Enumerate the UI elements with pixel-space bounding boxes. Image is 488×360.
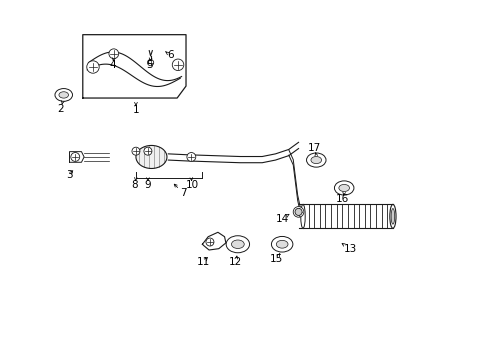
Text: 13: 13 — [343, 244, 356, 254]
Text: 11: 11 — [197, 257, 210, 267]
Circle shape — [71, 153, 80, 161]
Circle shape — [86, 61, 99, 73]
Text: 4: 4 — [109, 60, 116, 70]
Text: 14: 14 — [275, 214, 288, 224]
Text: 5: 5 — [145, 60, 152, 70]
Text: 16: 16 — [336, 194, 349, 204]
Ellipse shape — [300, 204, 305, 228]
Ellipse shape — [310, 157, 321, 163]
Text: 12: 12 — [228, 257, 242, 267]
Circle shape — [186, 153, 195, 161]
Text: 15: 15 — [269, 254, 283, 264]
Circle shape — [147, 59, 153, 66]
Circle shape — [293, 207, 303, 217]
Ellipse shape — [306, 153, 325, 167]
Ellipse shape — [271, 237, 292, 252]
Ellipse shape — [276, 240, 287, 248]
Ellipse shape — [338, 184, 349, 192]
Text: 6: 6 — [166, 50, 173, 60]
Text: 17: 17 — [307, 143, 321, 153]
Circle shape — [172, 59, 183, 71]
Ellipse shape — [231, 240, 244, 248]
Circle shape — [143, 147, 152, 155]
Ellipse shape — [59, 92, 68, 98]
Text: 1: 1 — [132, 105, 139, 115]
Circle shape — [109, 49, 119, 59]
Circle shape — [205, 238, 213, 246]
Text: 3: 3 — [66, 170, 73, 180]
Circle shape — [132, 147, 140, 155]
Ellipse shape — [225, 236, 249, 253]
Text: 7: 7 — [180, 188, 186, 198]
Text: 10: 10 — [185, 180, 199, 190]
Ellipse shape — [389, 204, 395, 228]
Ellipse shape — [55, 89, 72, 101]
Ellipse shape — [390, 208, 394, 224]
Text: 2: 2 — [57, 104, 64, 114]
Ellipse shape — [334, 181, 353, 195]
Text: 8: 8 — [131, 180, 138, 190]
Text: 9: 9 — [144, 180, 151, 190]
Circle shape — [294, 208, 302, 215]
Ellipse shape — [136, 145, 166, 168]
